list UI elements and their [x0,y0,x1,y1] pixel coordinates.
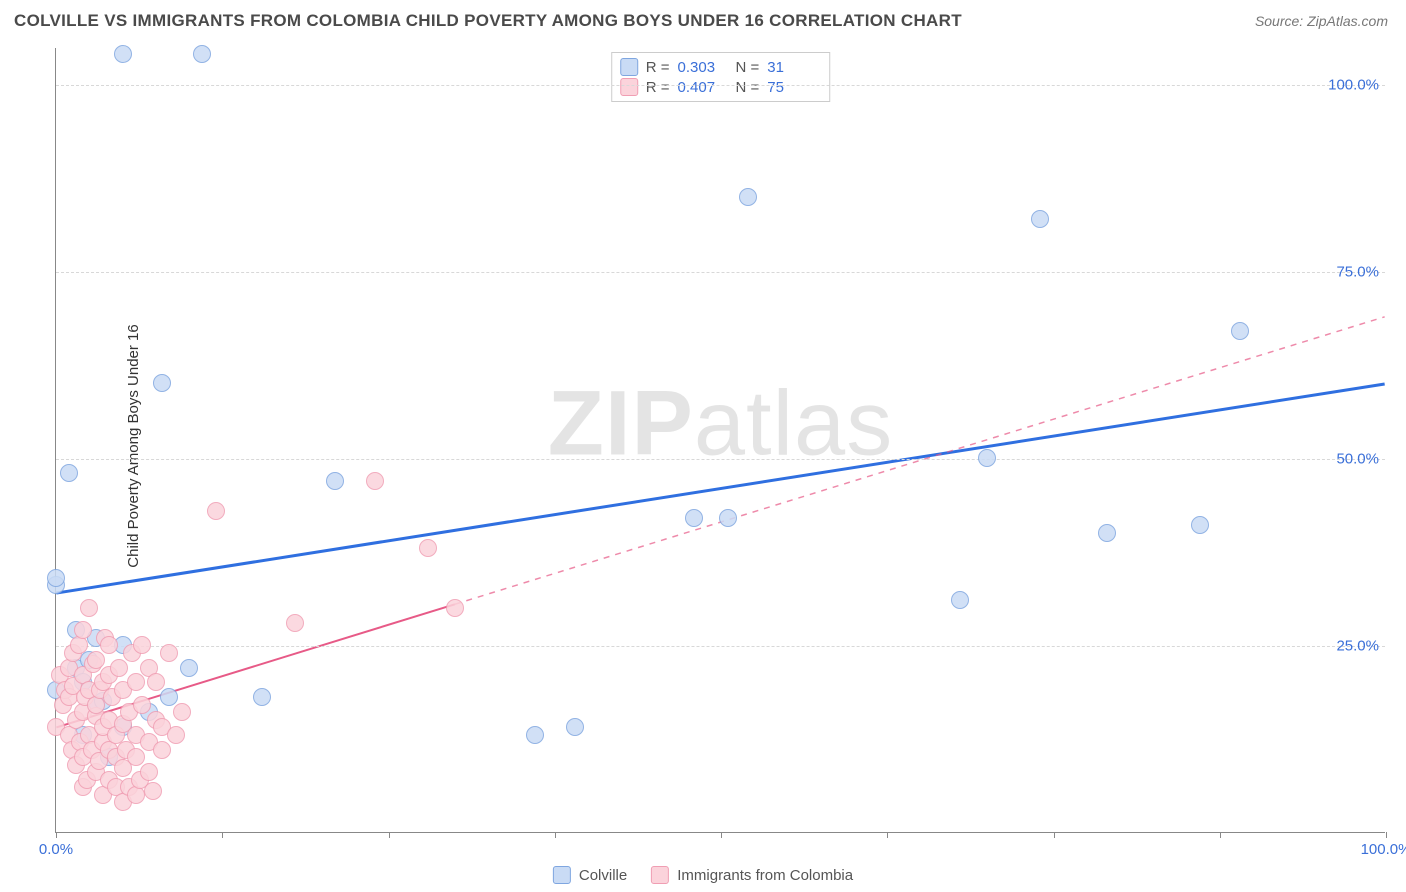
data-point [47,569,65,587]
data-point [153,741,171,759]
data-point [566,718,584,736]
x-tick-mark [222,832,223,838]
data-point [951,591,969,609]
data-point [419,539,437,557]
data-point [366,472,384,490]
data-point [446,599,464,617]
data-point [60,464,78,482]
data-point [153,374,171,392]
data-point [193,45,211,63]
legend-n-value: 75 [767,79,817,96]
y-tick-label: 100.0% [1328,77,1379,94]
data-point [80,599,98,617]
legend-swatch [553,866,571,884]
legend-n-value: 31 [767,59,817,76]
data-point [127,673,145,691]
data-point [526,726,544,744]
trend-line-dashed [455,317,1385,604]
chart-header: COLVILLE VS IMMIGRANTS FROM COLOMBIA CHI… [0,0,1406,42]
legend-swatch [620,58,638,76]
x-tick-mark [721,832,722,838]
data-point [133,636,151,654]
data-point [144,782,162,800]
data-point [173,703,191,721]
series-legend: Colville Immigrants from Colombia [553,866,853,884]
x-tick-mark [555,832,556,838]
data-point [685,509,703,527]
data-point [1231,322,1249,340]
data-point [978,449,996,467]
x-tick-mark [56,832,57,838]
legend-series-label: Colville [579,867,627,884]
x-tick-mark [1054,832,1055,838]
y-tick-label: 75.0% [1336,264,1379,281]
data-point [160,688,178,706]
data-point [286,614,304,632]
data-point [326,472,344,490]
data-point [167,726,185,744]
x-tick-label: 0.0% [39,841,73,858]
data-point [253,688,271,706]
legend-series-label: Immigrants from Colombia [677,867,853,884]
legend-swatch [651,866,669,884]
data-point [739,188,757,206]
data-point [127,748,145,766]
data-point [100,636,118,654]
legend-n-label: N = [736,79,760,96]
data-point [719,509,737,527]
legend-series-item: Colville [553,866,627,884]
y-tick-label: 50.0% [1336,451,1379,468]
x-tick-mark [389,832,390,838]
trend-lines-layer [56,48,1385,832]
x-tick-label: 100.0% [1361,841,1406,858]
trend-line-solid [56,384,1384,593]
gridline [56,646,1385,647]
data-point [133,696,151,714]
legend-n-label: N = [736,59,760,76]
x-tick-mark [1220,832,1221,838]
legend-r-value: 0.407 [678,79,728,96]
gridline [56,272,1385,273]
data-point [114,45,132,63]
legend-r-value: 0.303 [678,59,728,76]
legend-series-item: Immigrants from Colombia [651,866,853,884]
data-point [74,621,92,639]
legend-stat-row: R = 0.407 N = 75 [620,77,818,97]
data-point [207,502,225,520]
legend-stat-row: R = 0.303 N = 31 [620,57,818,77]
x-tick-mark [887,832,888,838]
legend-r-label: R = [646,79,670,96]
x-tick-mark [1386,832,1387,838]
data-point [160,644,178,662]
correlation-legend: R = 0.303 N = 31 R = 0.407 N = 75 [611,52,831,102]
data-point [140,763,158,781]
data-point [87,651,105,669]
data-point [1191,516,1209,534]
data-point [1031,210,1049,228]
data-point [110,659,128,677]
data-point [1098,524,1116,542]
y-tick-label: 25.0% [1336,638,1379,655]
data-point [180,659,198,677]
chart-title: COLVILLE VS IMMIGRANTS FROM COLOMBIA CHI… [14,11,962,31]
source-attribution: Source: ZipAtlas.com [1255,13,1388,29]
watermark: ZIPatlas [548,372,893,477]
data-point [147,673,165,691]
gridline [56,85,1385,86]
gridline [56,459,1385,460]
scatter-plot-area: ZIPatlas R = 0.303 N = 31 R = 0.407 N = 75 25.0… [55,48,1385,833]
legend-swatch [620,78,638,96]
legend-r-label: R = [646,59,670,76]
